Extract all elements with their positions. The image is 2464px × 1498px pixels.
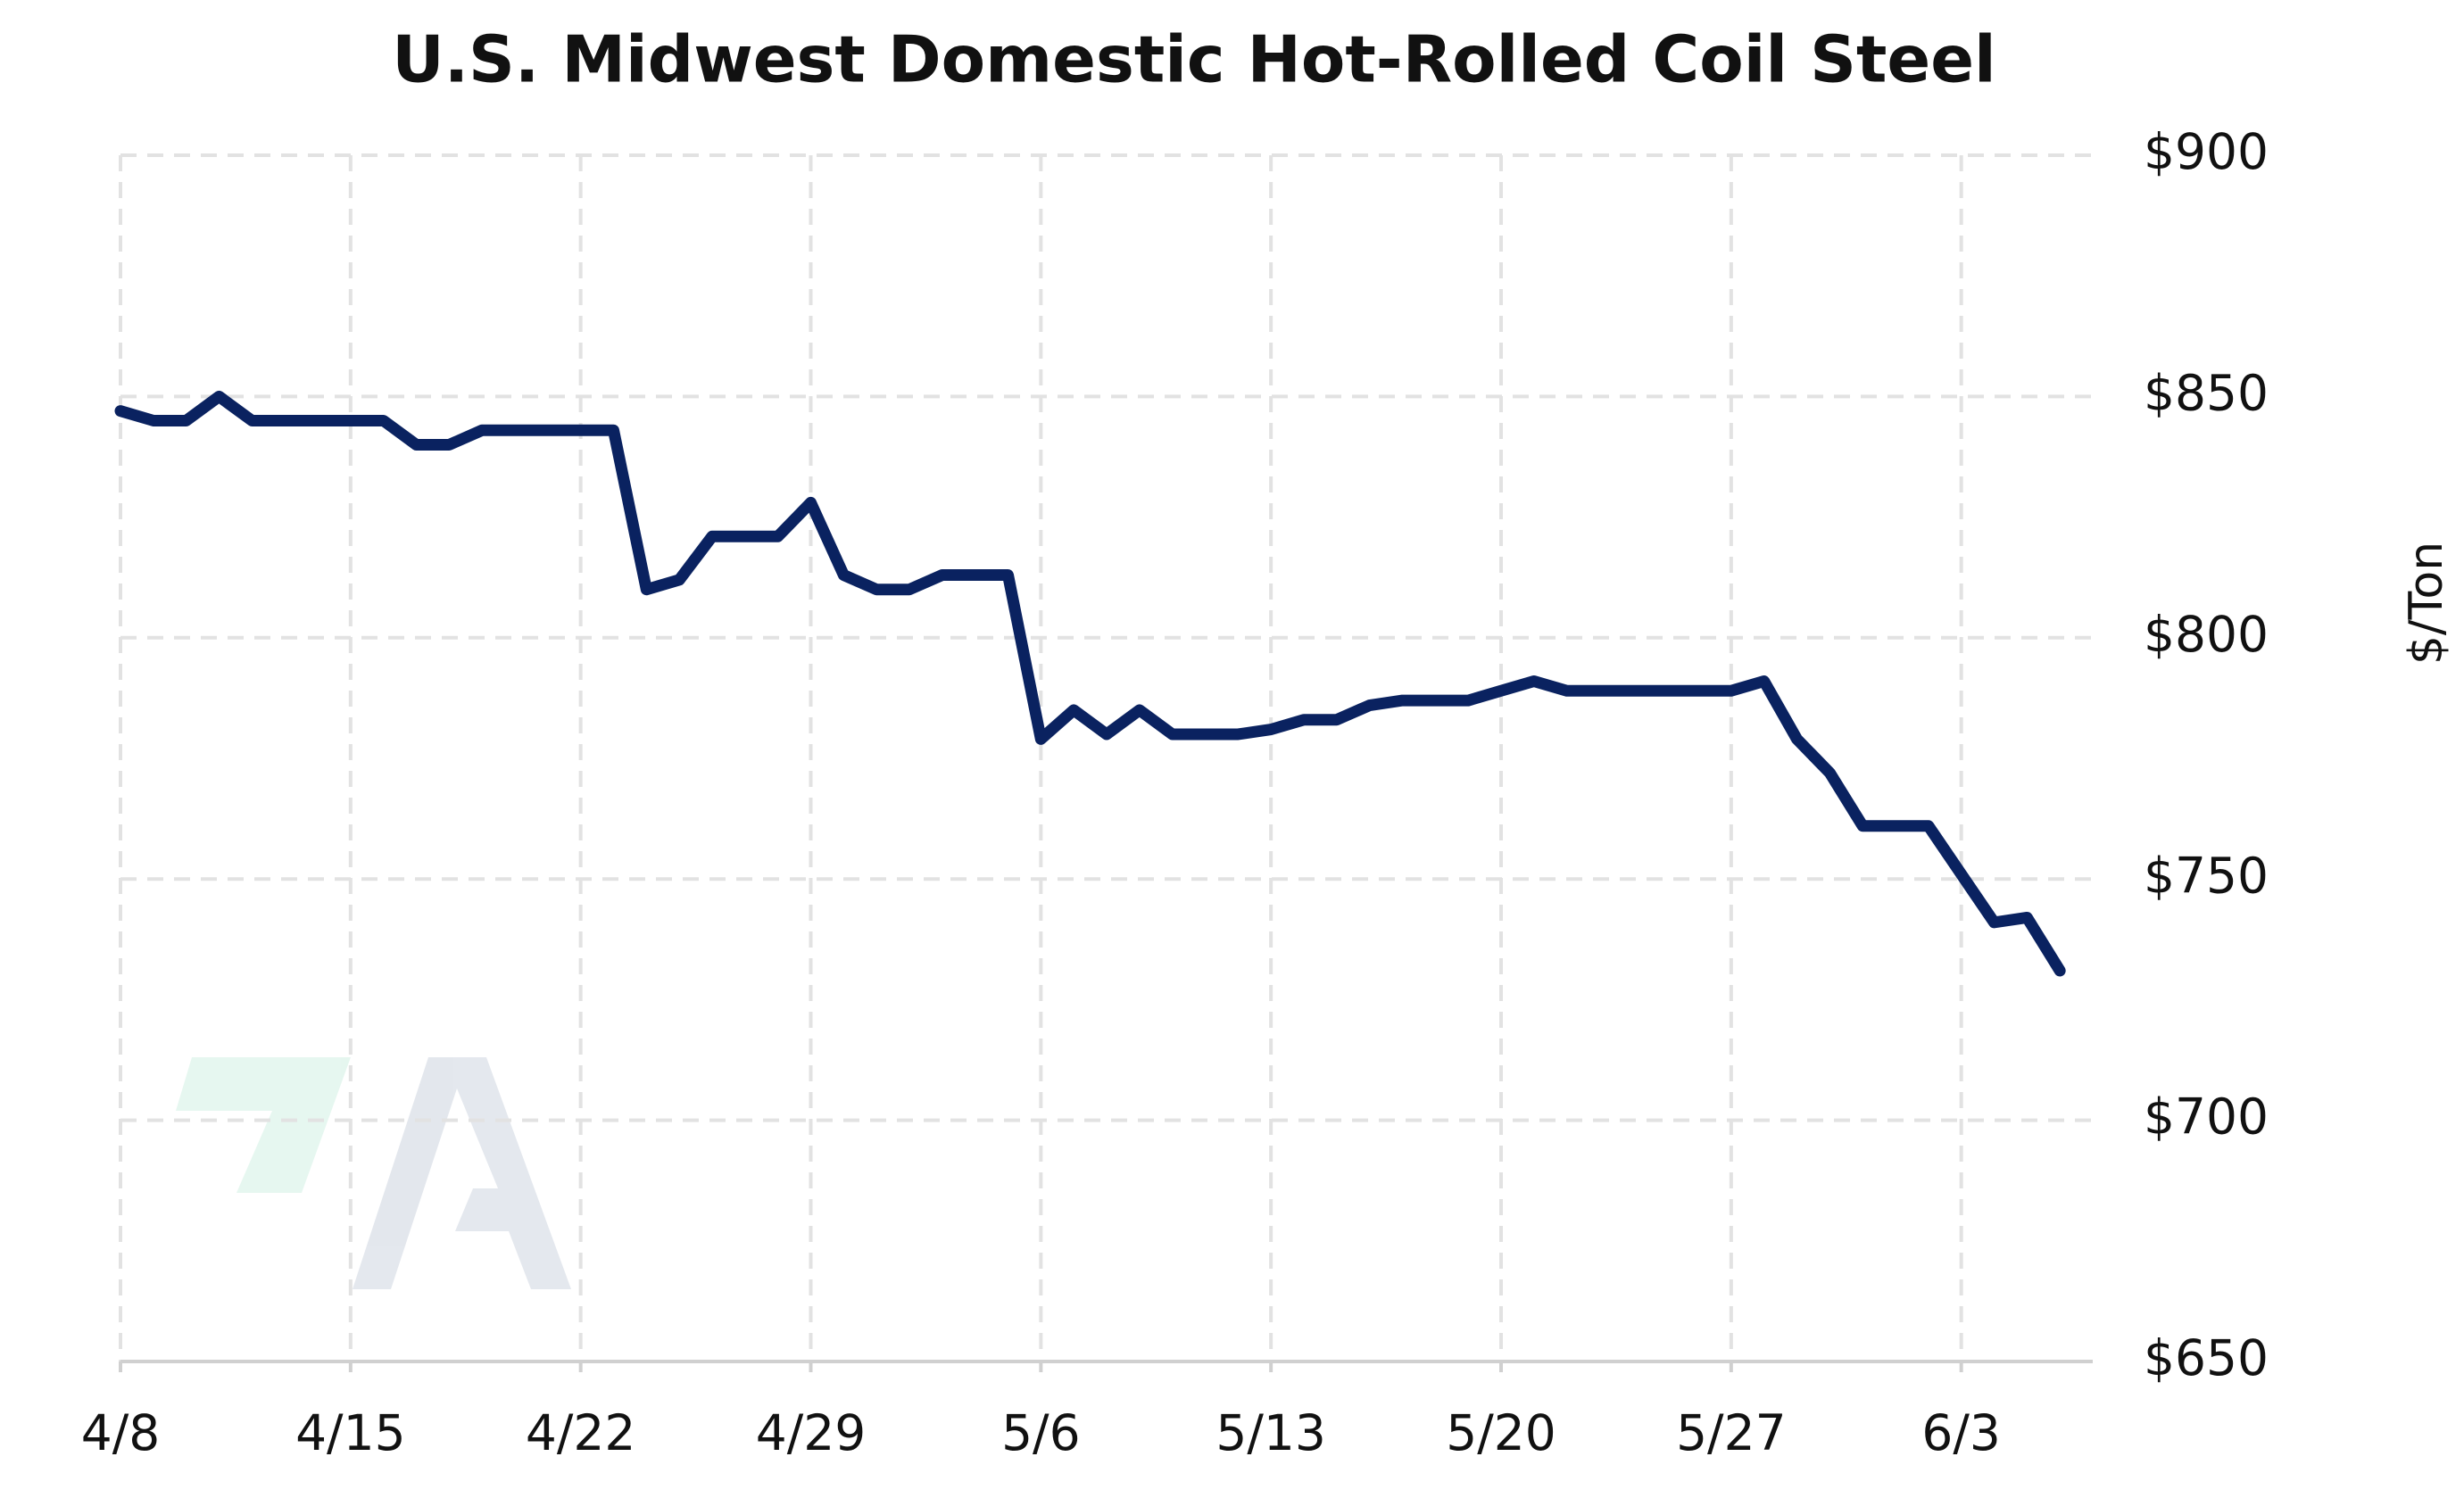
x-tick-label: 4/8 (81, 1404, 161, 1461)
y-tick-label: $700 (2144, 1088, 2269, 1146)
chart-title: U.S. Midwest Domestic Hot-Rolled Coil St… (392, 22, 1996, 97)
grid (119, 153, 2093, 1363)
x-tick-label: 4/29 (756, 1404, 867, 1461)
x-tick-label: 6/3 (1921, 1404, 2001, 1461)
y-tick-label: $800 (2144, 606, 2269, 663)
watermark (176, 1057, 571, 1289)
y-tick-label: $750 (2144, 847, 2269, 904)
watermark-mark (176, 1057, 351, 1193)
watermark-letter (353, 1057, 571, 1289)
y-axis-label: $/Ton (2400, 542, 2453, 665)
line-series (114, 390, 2066, 977)
y-tick-label: $850 (2144, 365, 2269, 422)
x-tick-label: 4/15 (295, 1404, 406, 1461)
x-tick-label: 5/13 (1215, 1404, 1326, 1461)
x-tick-label: 4/22 (526, 1404, 636, 1461)
x-tick-label: 5/6 (1001, 1404, 1081, 1461)
y-tick-label: $650 (2144, 1329, 2269, 1386)
y-tick-label: $900 (2144, 123, 2269, 180)
x-tick-label: 5/20 (1446, 1404, 1556, 1461)
x-tick-label: 5/27 (1676, 1404, 1787, 1461)
